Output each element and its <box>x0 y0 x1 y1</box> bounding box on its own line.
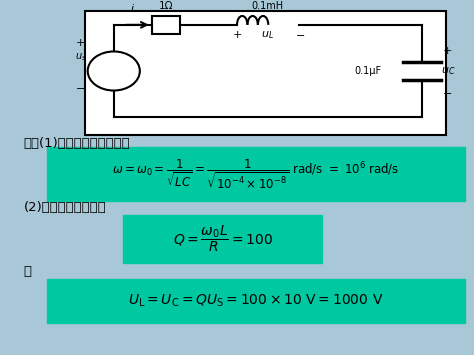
Text: $i$: $i$ <box>130 2 135 14</box>
Text: 1Ω: 1Ω <box>159 1 173 11</box>
Text: 解：(1)电压源的角频率应为: 解：(1)电压源的角频率应为 <box>24 137 130 150</box>
FancyBboxPatch shape <box>47 147 465 201</box>
Text: $u_L$: $u_L$ <box>261 29 274 42</box>
FancyBboxPatch shape <box>152 16 180 34</box>
FancyBboxPatch shape <box>85 11 446 135</box>
Text: $Q = \dfrac{\omega_0 L}{R} = 100$: $Q = \dfrac{\omega_0 L}{R} = 100$ <box>173 223 273 254</box>
Text: $u_C$: $u_C$ <box>441 65 455 77</box>
Text: $\omega = \omega_0 = \dfrac{1}{\sqrt{LC}} = \dfrac{1}{\sqrt{10^{-4} \times 10^{-: $\omega = \omega_0 = \dfrac{1}{\sqrt{LC}… <box>112 157 400 191</box>
FancyBboxPatch shape <box>47 279 465 323</box>
Text: −: − <box>296 31 306 40</box>
Text: 则: 则 <box>24 265 32 278</box>
FancyBboxPatch shape <box>123 215 322 263</box>
Text: +: + <box>443 47 453 56</box>
Text: −: − <box>76 84 85 94</box>
Text: +: + <box>232 31 242 40</box>
Text: 0.1μF: 0.1μF <box>355 66 382 76</box>
Text: −: − <box>443 89 453 99</box>
Text: $u_s$: $u_s$ <box>75 51 86 63</box>
Text: $U_{\mathrm{L}} = U_{\mathrm{C}} = QU_{\mathrm{S}} = 100 \times 10\ \mathrm{V} =: $U_{\mathrm{L}} = U_{\mathrm{C}} = QU_{\… <box>128 293 383 309</box>
Text: 0.1mH: 0.1mH <box>252 1 284 11</box>
Text: +: + <box>76 38 85 48</box>
Text: (2)电路的品质因数为: (2)电路的品质因数为 <box>24 201 107 214</box>
